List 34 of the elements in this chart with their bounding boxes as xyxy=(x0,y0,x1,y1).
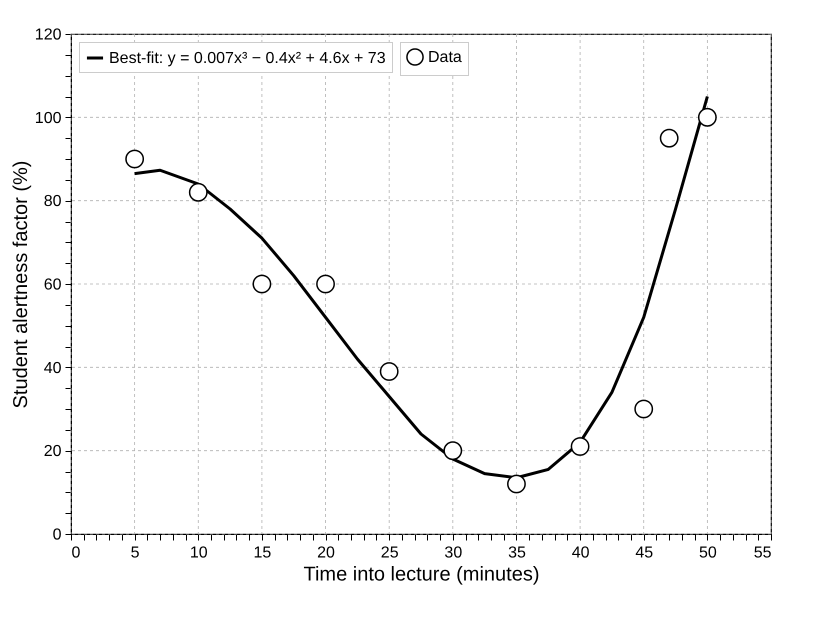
legend-label: Data xyxy=(428,49,462,66)
point xyxy=(252,274,272,294)
point xyxy=(698,108,717,127)
y-tick-label: 80 xyxy=(44,193,62,210)
x-tick-label: 0 xyxy=(72,544,80,562)
point xyxy=(316,274,335,294)
x-tick-label: 45 xyxy=(635,544,654,562)
x-tick-label: 15 xyxy=(254,544,272,562)
x-tick-label: 50 xyxy=(698,544,717,562)
point xyxy=(634,400,654,418)
point xyxy=(380,362,399,381)
x-tick-label: 5 xyxy=(130,544,140,562)
y-tick-label: 20 xyxy=(44,443,62,460)
point xyxy=(660,128,679,148)
y-tick-label: 60 xyxy=(44,276,62,294)
x-tick-label: 10 xyxy=(190,544,208,562)
x-axis-title: Time into lecture (minutes) xyxy=(304,564,540,586)
point xyxy=(188,182,208,202)
y-tick-label: 100 xyxy=(34,110,62,127)
y-tick-label: 120 xyxy=(34,26,62,44)
x-tick-label: 25 xyxy=(380,544,399,562)
x-tick-label: 20 xyxy=(317,544,336,562)
point xyxy=(507,474,526,494)
x-tick-label: 40 xyxy=(572,544,590,562)
point xyxy=(570,437,590,456)
y-tick-label: 40 xyxy=(44,360,62,377)
x-tick-label: 55 xyxy=(754,544,772,562)
x-tick-label: 35 xyxy=(508,544,526,562)
y-axis-title: Student alertness factor (%) xyxy=(10,160,32,408)
point xyxy=(443,441,462,460)
legend-label: Best-fit: y = 0.007x³ − 0.4x² + 4.6x + 73 xyxy=(109,50,386,67)
y-tick-label: 0 xyxy=(52,526,62,544)
point xyxy=(125,150,144,168)
x-tick-label: 30 xyxy=(444,544,462,562)
